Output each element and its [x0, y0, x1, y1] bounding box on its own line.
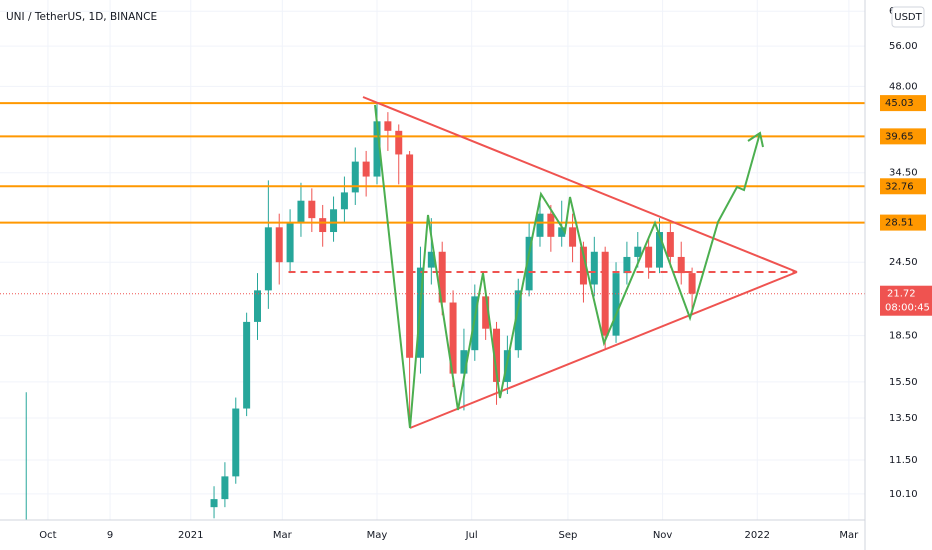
- candle-body: [319, 218, 327, 233]
- candle-body: [221, 476, 229, 500]
- x-tick-label: Nov: [653, 530, 673, 541]
- candle-body: [536, 213, 544, 237]
- axes: 656.0048.0034.5024.5018.5015.5013.5011.5…: [39, 6, 932, 541]
- level-badge: [880, 214, 926, 231]
- candle-body: [406, 154, 414, 358]
- y-tick-label: 56.00: [889, 41, 918, 52]
- triangle-lower: [409, 271, 798, 429]
- candle-body: [590, 251, 598, 285]
- candle-body: [308, 200, 316, 219]
- y-tick-label: 24.50: [889, 257, 918, 268]
- candle-body: [688, 273, 696, 294]
- y-tick-label: 11.50: [889, 455, 918, 466]
- y-tick-label: 13.50: [889, 413, 918, 424]
- candle-body: [427, 251, 435, 268]
- plot-area: [0, 102, 865, 520]
- candle-body: [373, 121, 381, 177]
- x-tick-label: Mar: [273, 530, 293, 541]
- x-tick-label: May: [367, 530, 388, 541]
- candle-body: [547, 213, 555, 237]
- y-tick-label: 18.50: [889, 331, 918, 342]
- x-tick-label: Mar: [839, 530, 859, 541]
- level-label: 32.76: [885, 181, 914, 192]
- x-tick-label: Jul: [465, 530, 478, 541]
- candle-body: [330, 209, 338, 233]
- x-tick-label: Oct: [39, 530, 56, 541]
- candle-body: [210, 499, 218, 508]
- candle-body: [297, 200, 305, 223]
- candle-body: [384, 121, 392, 131]
- triangle-upper: [362, 96, 798, 273]
- level-badge: [880, 128, 926, 145]
- y-tick-label: 48.00: [889, 81, 918, 92]
- candle-body: [275, 227, 283, 263]
- candle-body: [449, 302, 457, 374]
- candle-body: [645, 246, 653, 268]
- candle-body: [623, 256, 631, 274]
- chart-title: UNI / TetherUS, 1D, BINANCE: [6, 11, 157, 23]
- candle-body: [351, 161, 359, 193]
- y-tick-label: 34.50: [889, 168, 918, 179]
- candle-body: [253, 290, 261, 322]
- candle-body: [558, 227, 566, 237]
- candle-body: [362, 161, 370, 177]
- last-price-badge: [880, 285, 932, 316]
- y-tick-label: 15.50: [889, 377, 918, 388]
- candle-body: [264, 227, 272, 291]
- candle-body: [438, 251, 446, 303]
- currency-badge[interactable]: [891, 6, 925, 28]
- level-label: 45.03: [885, 98, 914, 109]
- x-tick-label: 2021: [178, 530, 203, 541]
- candle-body: [569, 227, 577, 247]
- level-badge: [880, 95, 926, 112]
- candle-body: [460, 350, 468, 374]
- drawings: [362, 96, 798, 429]
- candle-body: [579, 246, 587, 285]
- candle-body: [493, 328, 501, 382]
- candle-body: [482, 296, 490, 329]
- candle-body: [634, 246, 642, 257]
- last-price-label: 21.72: [887, 289, 916, 300]
- candle-body: [655, 232, 663, 268]
- candle-body: [525, 236, 533, 291]
- x-tick-label: 9: [107, 530, 113, 541]
- countdown: 08:00:45: [885, 303, 930, 314]
- currency: USDT: [894, 12, 922, 23]
- candle-body: [243, 321, 251, 409]
- candle-body: [395, 130, 403, 155]
- candle-body: [514, 290, 522, 351]
- candle-body: [340, 192, 348, 210]
- candle-body: [232, 408, 240, 477]
- x-tick-label: 2022: [745, 530, 770, 541]
- y-tick-label: 10.10: [889, 489, 918, 500]
- level-label: 28.51: [885, 218, 914, 229]
- level-badge: [880, 178, 926, 195]
- arrow-head: [747, 131, 764, 148]
- zigzag-path: [374, 104, 761, 429]
- candle-body: [601, 251, 609, 336]
- candle-body: [666, 232, 674, 257]
- candle-body: [612, 273, 620, 336]
- candle-body: [677, 256, 685, 274]
- grid: [0, 0, 865, 520]
- candle-body: [286, 222, 294, 263]
- level-label: 39.65: [885, 131, 914, 142]
- x-tick-label: Sep: [558, 530, 577, 541]
